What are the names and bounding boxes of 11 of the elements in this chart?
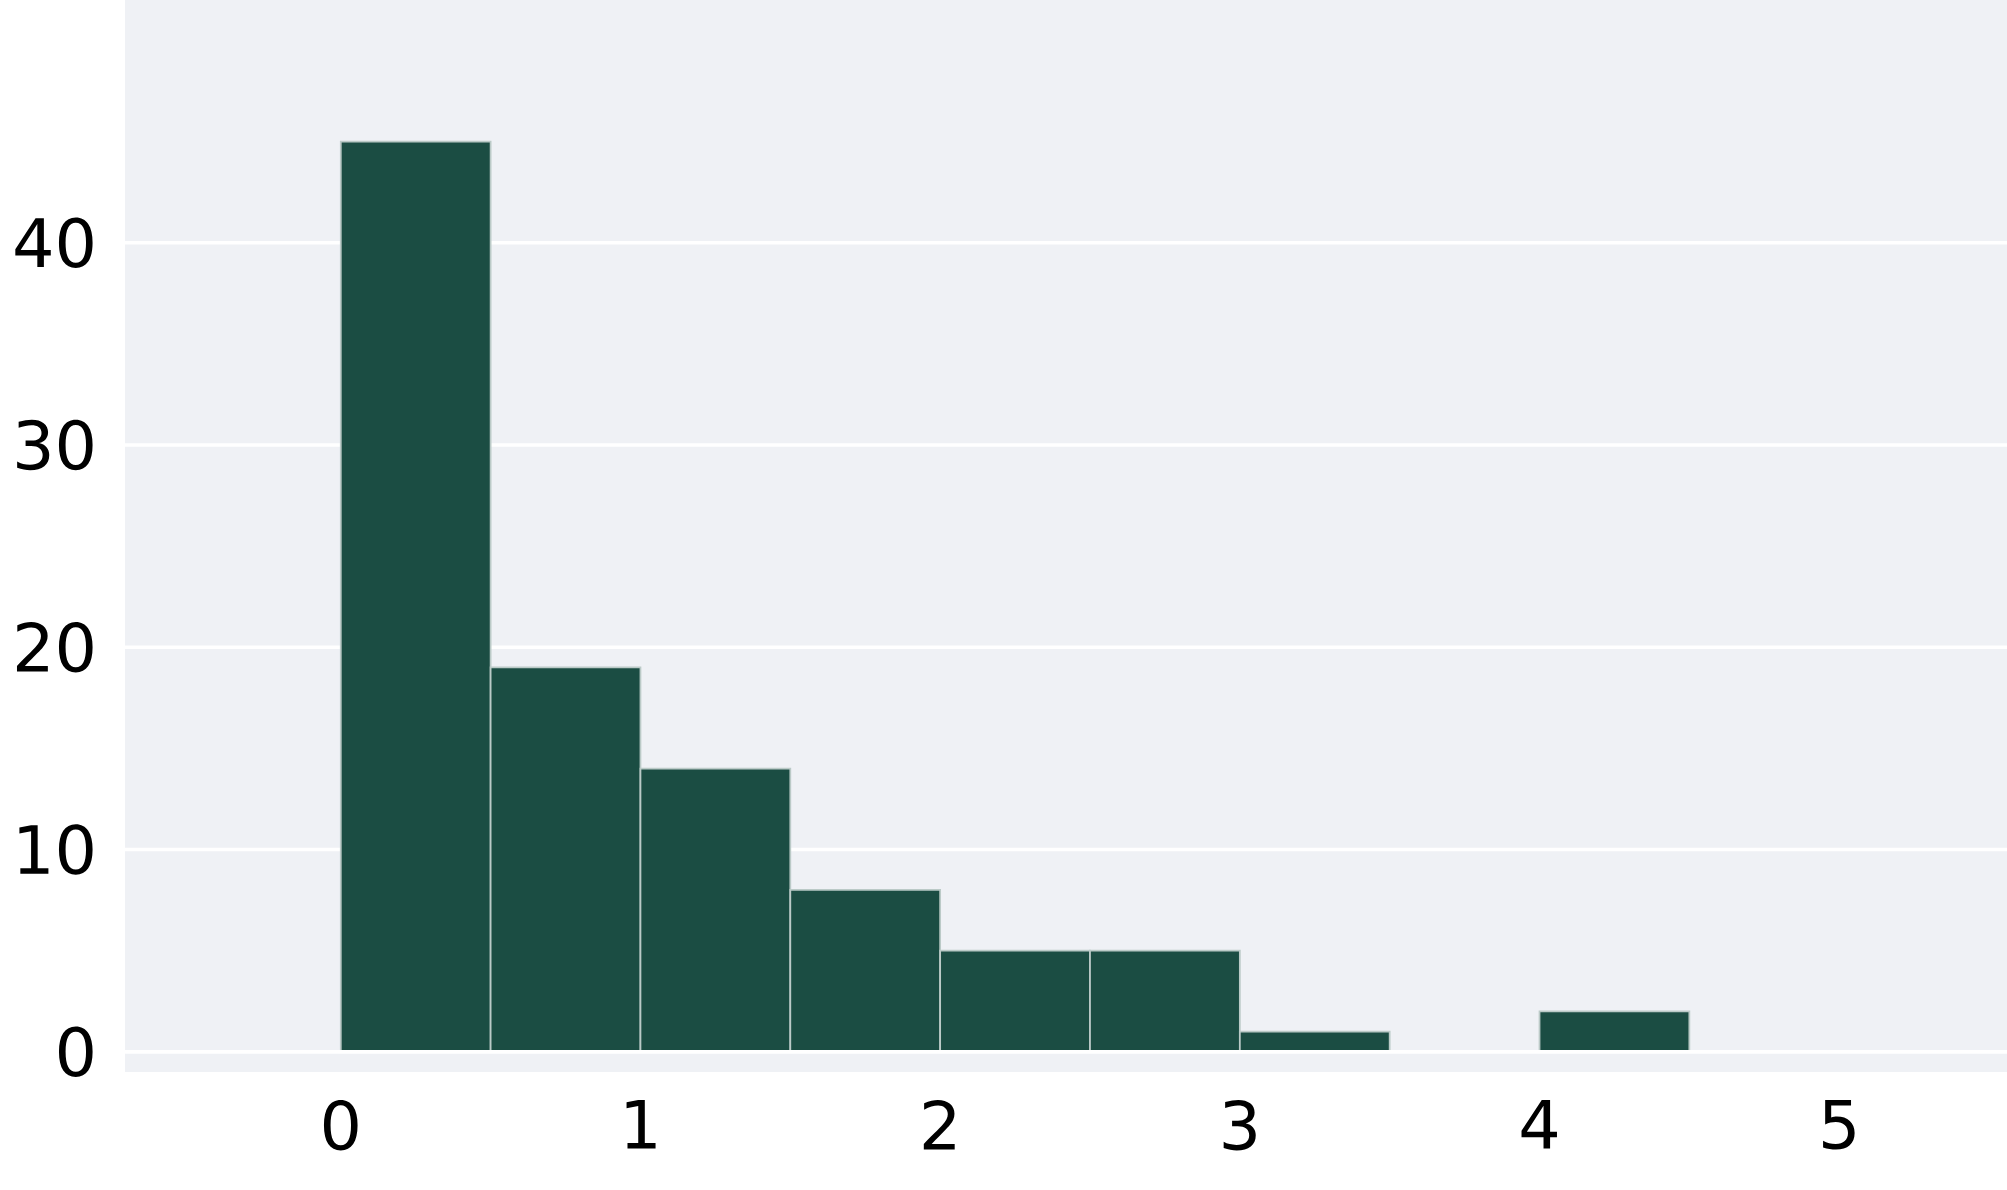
y-tick-label: 20 [16, 621, 93, 673]
x-tick-label: 1 [626, 1099, 656, 1149]
y-tick-label: 10 [19, 824, 93, 875]
x-tick-label: 4 [1521, 1099, 1557, 1149]
x-tick-label: 5 [1823, 1099, 1855, 1150]
x-tick-label: 3 [1223, 1099, 1256, 1151]
y-tick-label: 40 [15, 217, 93, 268]
x-tick-label: 2 [923, 1099, 955, 1150]
y-tick-label: 0 [58, 1026, 93, 1077]
y-tick-label: 30 [17, 419, 93, 471]
x-tick-label: 0 [323, 1099, 358, 1151]
